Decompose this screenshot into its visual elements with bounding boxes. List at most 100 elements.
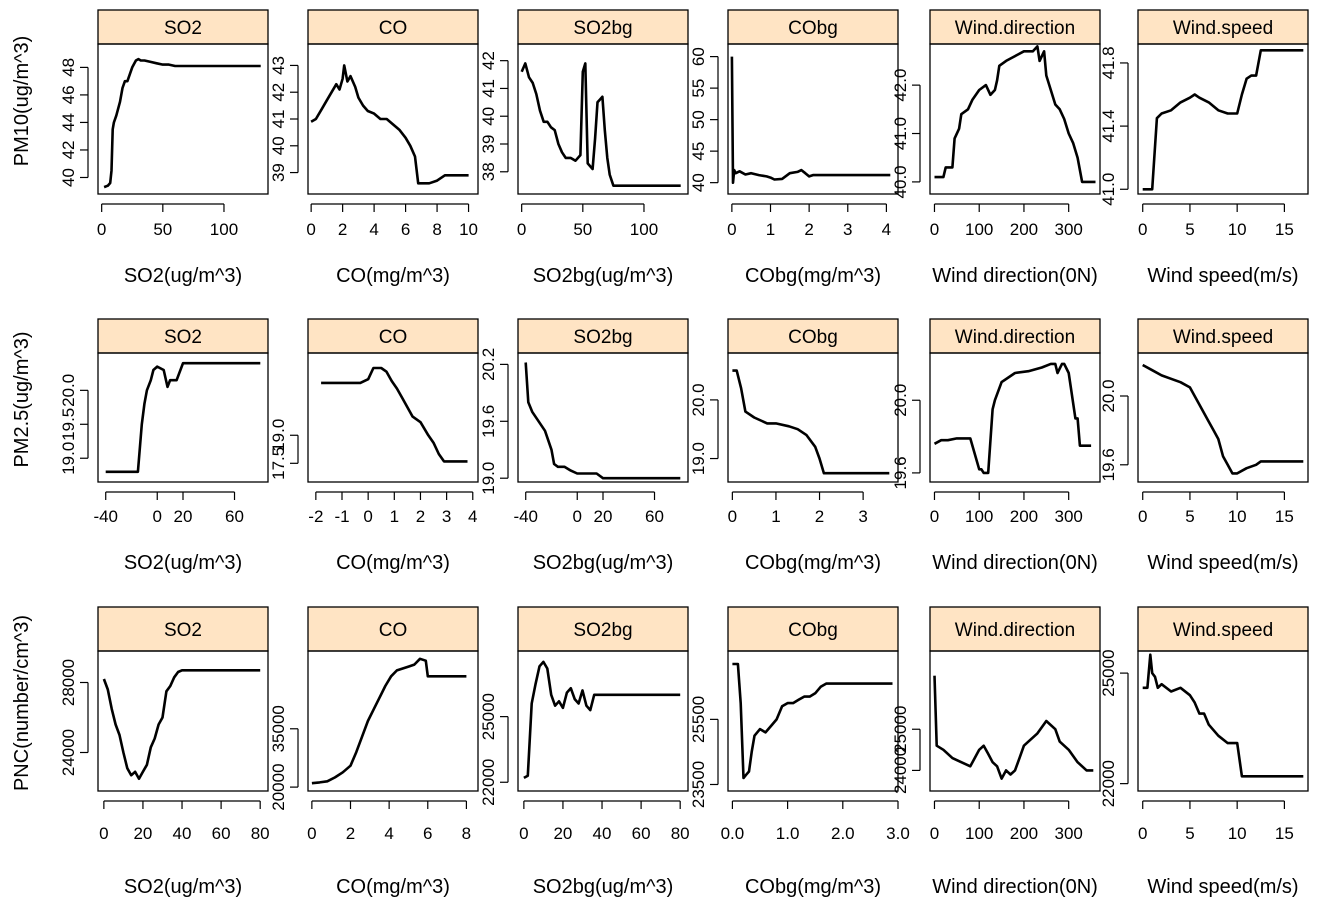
x-tick-label: 10 (1228, 824, 1247, 843)
y-tick-label: 42 (59, 141, 78, 160)
plot-frame (1137, 352, 1309, 483)
y-tick-label: 25000 (891, 706, 910, 753)
plot-frame (97, 43, 269, 195)
y-tick-label: 44 (59, 113, 78, 132)
x-tick-label: 4 (468, 507, 477, 526)
plot-frame (1137, 43, 1309, 195)
x-tick-label: 60 (645, 507, 664, 526)
dependence-line (1142, 363, 1304, 475)
x-tick-label: 80 (251, 824, 270, 843)
x-axis-title: Wind direction(0N) (932, 876, 1098, 898)
x-axis-title: Wind direction(0N) (932, 265, 1098, 287)
x-tick-label: 1.0 (776, 824, 800, 843)
x-tick-label: 0 (99, 824, 108, 843)
x-tick-label: 40 (173, 824, 192, 843)
x-tick-label: 40 (593, 824, 612, 843)
x-tick-label: 6 (401, 220, 410, 239)
plot-frame (517, 43, 689, 195)
plot-frame (517, 650, 689, 792)
dependence-line (310, 64, 469, 185)
y-tick-label: 40 (269, 136, 288, 155)
strip-background (517, 9, 689, 45)
dependence-line (520, 62, 681, 187)
strip-label: CO (379, 620, 408, 641)
x-tick-label: 100 (965, 507, 993, 526)
x-tick-label: 1 (766, 220, 775, 239)
y-tick-label: 23500 (689, 761, 708, 808)
x-tick-label: 0 (306, 220, 315, 239)
y-tick-label: 20.0 (59, 374, 78, 407)
y-tick-label: 19.0 (269, 419, 288, 452)
x-tick-label: 0 (1138, 220, 1147, 239)
y-tick-label: 24000 (59, 729, 78, 776)
y-tick-label: 43 (269, 56, 288, 75)
panel-1-0: SO2 -40 0 20 60 19.019.520.0 SO2(ug/m^3) PM2.5(… (11, 318, 269, 574)
x-tick-label: 50 (573, 220, 592, 239)
y-axis-title: PM10(ug/m^3) (11, 36, 33, 167)
x-tick-label: 200 (1010, 824, 1038, 843)
dependence-line (732, 369, 890, 475)
y-tick-label: 40 (479, 107, 498, 126)
x-tick-label: 1 (390, 507, 399, 526)
y-tick-label: 17.5 (269, 447, 288, 480)
y-tick-label: 41.0 (891, 117, 910, 150)
strip-background (307, 318, 479, 354)
x-tick-label: 300 (1054, 507, 1082, 526)
x-tick-label: 10 (459, 220, 478, 239)
x-tick-label: 0 (363, 507, 372, 526)
x-tick-label: 60 (632, 824, 651, 843)
x-tick-label: 3 (843, 220, 852, 239)
x-axis-title: CObg(mg/m^3) (745, 876, 881, 898)
x-tick-label: 4 (369, 220, 378, 239)
x-axis-title: SO2(ug/m^3) (124, 552, 242, 574)
x-axis-title: SO2bg(ug/m^3) (533, 552, 674, 574)
dependence-line (103, 57, 261, 189)
dependence-line (730, 56, 891, 184)
dependence-line (524, 362, 681, 480)
strip-label: CO (379, 327, 408, 348)
panel-0-1: CO 0 2 4 6 8 10 39 40 41 42 43 CO(mg/m^3) (269, 9, 479, 287)
x-axis-title: SO2(ug/m^3) (124, 876, 242, 898)
plot-frame (727, 650, 899, 792)
panel-0-4: Wind.direction 0 100 200 300 40.0 41.0 42.0 Wind… (891, 9, 1101, 287)
strip-label: CObg (788, 18, 838, 39)
x-tick-label: 100 (630, 220, 658, 239)
x-tick-label: 2 (416, 507, 425, 526)
strip-background (929, 9, 1101, 45)
y-tick-label: 19.0 (689, 442, 708, 475)
panel-1-2: SO2bg -40 0 20 60 19.0 19.6 20.2 SO2bg(ug/m^3) (479, 318, 689, 574)
x-tick-label: 0 (519, 824, 528, 843)
x-tick-label: 0 (1138, 824, 1147, 843)
strip-label: Wind.speed (1173, 327, 1273, 348)
panel-2-0: SO2 0 20 40 60 80 24000 28000 SO2(ug/m^3) PNC(num… (11, 606, 270, 898)
plot-frame (307, 650, 479, 792)
x-tick-label: 10 (1228, 507, 1247, 526)
y-tick-label: 19.0 (479, 462, 498, 495)
x-tick-label: 15 (1275, 507, 1294, 526)
x-tick-label: 6 (423, 824, 432, 843)
dependence-line (933, 675, 1094, 780)
y-tick-label: 25500 (689, 696, 708, 743)
y-tick-label: 19.5 (59, 408, 78, 441)
x-tick-label: 0.0 (721, 824, 745, 843)
x-tick-label: 2 (804, 220, 813, 239)
x-tick-label: 5 (1185, 220, 1194, 239)
x-tick-label: 0 (1138, 507, 1147, 526)
x-axis-title: Wind speed(m/s) (1147, 265, 1298, 287)
panel-2-1: CO 0 2 4 6 8 20000 35000 CO(mg/m^3) (269, 606, 479, 898)
x-axis-title: Wind speed(m/s) (1147, 552, 1298, 574)
x-tick-label: 300 (1054, 220, 1082, 239)
x-tick-label: 100 (210, 220, 238, 239)
x-tick-label: 3 (442, 507, 451, 526)
x-tick-label: 4 (384, 824, 393, 843)
strip-label: SO2bg (573, 327, 632, 348)
plot-frame (97, 352, 269, 483)
x-tick-label: 0 (307, 824, 316, 843)
y-tick-label: 41.4 (1099, 110, 1118, 143)
plot-frame (517, 352, 689, 483)
y-tick-label: 20.0 (1099, 379, 1118, 412)
x-tick-label: -2 (308, 507, 323, 526)
x-tick-label: 20 (553, 824, 572, 843)
x-tick-label: 2 (815, 507, 824, 526)
strip-label: Wind.speed (1173, 620, 1273, 641)
